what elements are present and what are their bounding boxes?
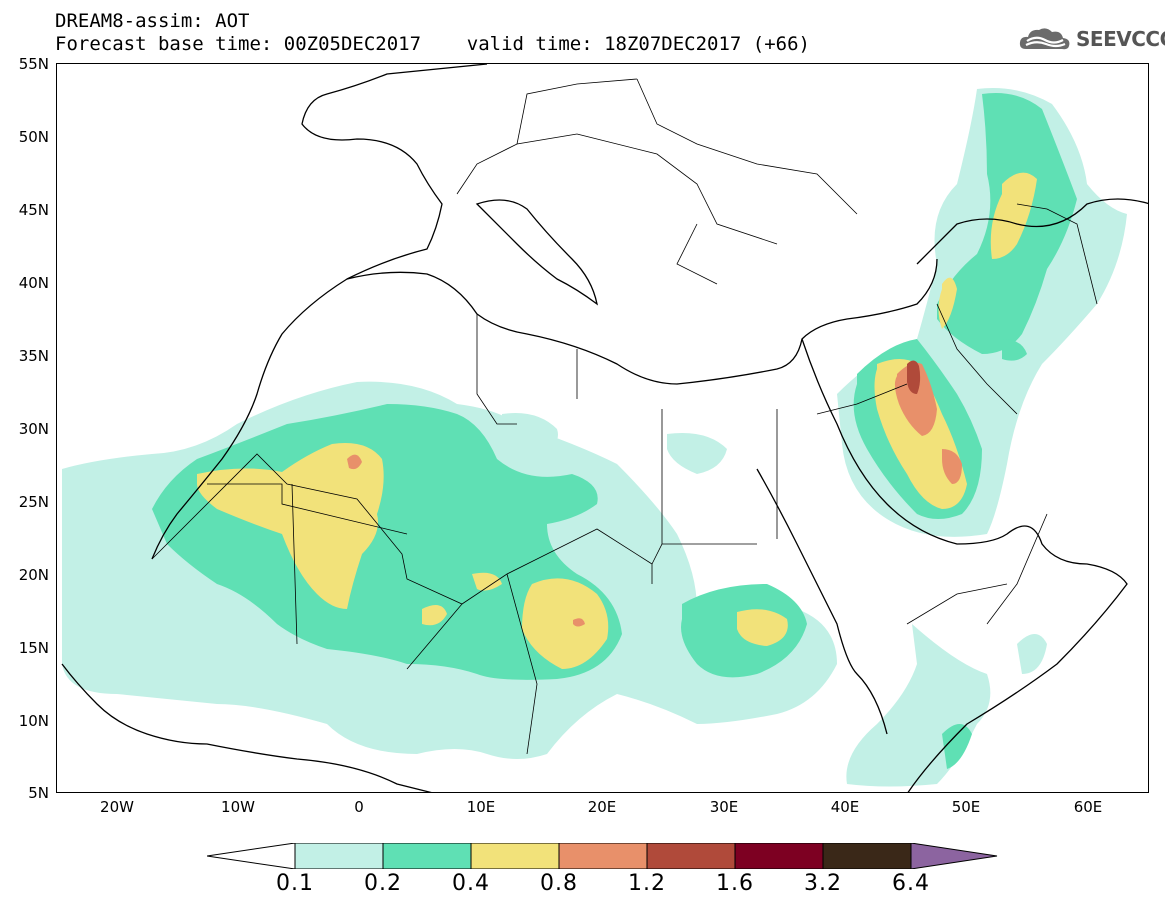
lon-label: 10W — [221, 798, 255, 816]
lat-label: 30N — [18, 420, 49, 438]
lat-label: 35N — [18, 347, 49, 365]
colorbar — [206, 842, 1002, 873]
lat-label: 20N — [18, 566, 49, 584]
lon-label: 20W — [100, 798, 134, 816]
lat-label: 55N — [18, 55, 49, 73]
colorbar-swatch — [294, 842, 384, 870]
lon-label: 20E — [587, 798, 617, 816]
colorbar-label: 0.1 — [276, 871, 314, 896]
aot-level-1.2-fill — [907, 360, 921, 394]
colorbar-label: 3.2 — [804, 871, 842, 896]
lat-label: 50N — [18, 128, 49, 146]
colorbar-label: 0.4 — [452, 871, 490, 896]
map-title: DREAM8-assim: AOT — [55, 10, 250, 32]
lat-label: 5N — [28, 784, 49, 802]
colorbar-upper-arrow — [910, 842, 998, 870]
coastlines — [61, 64, 1148, 792]
lon-label: 40E — [830, 798, 860, 816]
lon-label: 30E — [709, 798, 739, 816]
country-borders — [151, 78, 1098, 755]
colorbar-swatch — [382, 842, 472, 870]
lat-label: 25N — [18, 493, 49, 511]
forecast-time-subtitle: Forecast base time: 00Z05DEC2017 valid t… — [55, 33, 810, 55]
lon-label: 0 — [354, 798, 364, 816]
aot-level-0.8-fill — [347, 362, 962, 627]
cloud-icon — [1019, 28, 1070, 50]
lon-label: 60E — [1073, 798, 1103, 816]
lon-label: 50E — [951, 798, 981, 816]
lat-label: 45N — [18, 201, 49, 219]
aot-level-0.4-fill — [197, 172, 1037, 669]
lat-label: 15N — [18, 639, 49, 657]
colorbar-lower-arrow — [206, 842, 296, 870]
colorbar-swatch — [734, 842, 824, 870]
seevccc-logo: SEEVCCC — [1018, 24, 1165, 54]
colorbar-label: 1.2 — [628, 871, 666, 896]
colorbar-label: 6.4 — [892, 871, 930, 896]
lon-label: 10E — [466, 798, 496, 816]
colorbar-label: 1.6 — [716, 871, 754, 896]
colorbar-swatch — [558, 842, 648, 870]
colorbar-swatch — [470, 842, 560, 870]
colorbar-swatch — [646, 842, 736, 870]
colorbar-swatches — [206, 842, 998, 870]
colorbar-swatch — [822, 842, 912, 870]
aot-map — [61, 64, 1148, 792]
colorbar-label: 0.2 — [364, 871, 402, 896]
colorbar-label: 0.8 — [540, 871, 578, 896]
lat-label: 10N — [18, 712, 49, 730]
logo-text: SEEVCCC — [1076, 27, 1165, 51]
map-area — [56, 63, 1149, 793]
lat-label: 40N — [18, 274, 49, 292]
